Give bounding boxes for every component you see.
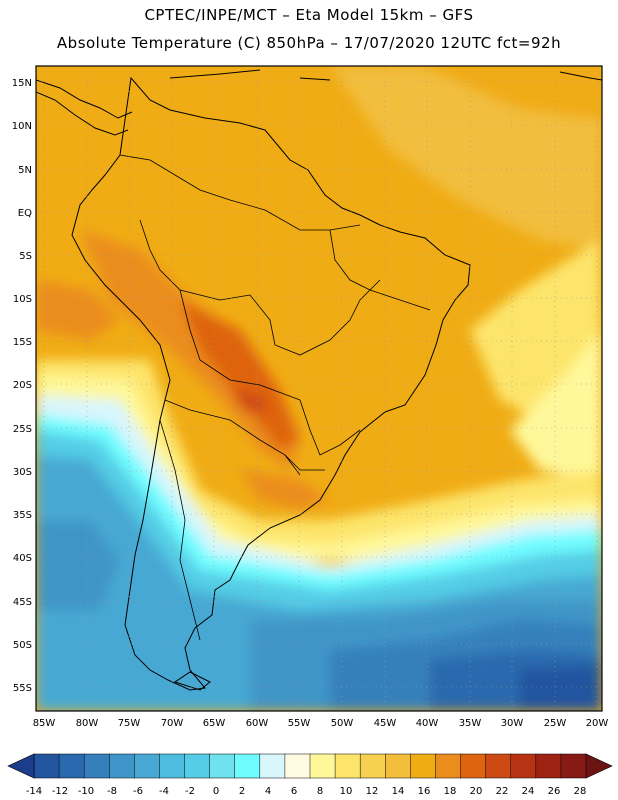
colorbar-swatch <box>184 753 211 779</box>
colorbar-label: -2 <box>185 786 195 797</box>
lat-label: 5S <box>19 251 32 262</box>
lat-label: 40S <box>13 553 32 564</box>
colorbar-label: 12 <box>366 786 379 797</box>
lon-label: 40W <box>416 718 439 729</box>
caribbean-islands <box>169 69 602 81</box>
lon-label: 20W <box>586 718 609 729</box>
lat-label: 45S <box>13 597 32 608</box>
lat-label: 15S <box>13 337 32 348</box>
colorbar-label: 4 <box>265 786 271 797</box>
colorbar-label: 28 <box>574 786 587 797</box>
colorbar-label: -10 <box>78 786 94 797</box>
colorbar-right-arrow <box>585 753 613 779</box>
lat-label: 35S <box>13 510 32 521</box>
colorbar-label: 6 <box>291 786 297 797</box>
lat-label: 20S <box>13 380 32 391</box>
colorbar-swatch <box>309 753 336 779</box>
colorbar-swatch <box>485 753 512 779</box>
colorbar-label: -6 <box>133 786 143 797</box>
central-america-coastline <box>36 79 133 136</box>
coastlines <box>36 69 602 691</box>
longitude-labels: 85W 80W 75W 70W 65W 60W 55W 50W 45W 40W … <box>33 718 609 729</box>
colorbar: -14 -12 -10 -8 -6 -4 -2 0 2 4 6 8 10 12 … <box>7 753 613 797</box>
colorbar-label: 18 <box>444 786 457 797</box>
colorbar-swatch <box>385 753 412 779</box>
temperature-field <box>36 66 602 711</box>
lat-label: 10N <box>12 121 32 132</box>
colorbar-label: 26 <box>548 786 561 797</box>
colorbar-label: 22 <box>496 786 509 797</box>
country-borders <box>119 154 431 641</box>
colorbar-label: -8 <box>107 786 117 797</box>
lon-label: 55W <box>288 718 311 729</box>
lon-label: 65W <box>203 718 226 729</box>
colorbar-swatch <box>234 753 261 779</box>
lon-label: 80W <box>76 718 99 729</box>
colorbar-label: -12 <box>52 786 68 797</box>
lon-label: 35W <box>459 718 482 729</box>
map-frame <box>35 65 603 712</box>
colorbar-swatch <box>284 753 311 779</box>
chart-title-line-2: Absolute Temperature (C) 850hPa – 17/07/… <box>56 34 562 52</box>
colorbar-swatch <box>159 753 186 779</box>
colorbar-label: 14 <box>392 786 405 797</box>
colorbar-swatch <box>209 753 236 779</box>
colorbar-label: -14 <box>26 786 42 797</box>
lon-label: 70W <box>161 718 184 729</box>
colorbar-swatch <box>33 753 60 779</box>
lat-label: 50S <box>13 640 32 651</box>
colorbar-swatch <box>560 753 587 779</box>
colorbar-swatch <box>134 753 161 779</box>
lat-label: 5N <box>18 165 32 176</box>
colorbar-swatch <box>109 753 136 779</box>
colorbar-swatch <box>259 753 286 779</box>
lat-label: 15N <box>12 78 32 89</box>
colorbar-label: -4 <box>159 786 169 797</box>
lat-label: 55S <box>13 683 32 694</box>
colorbar-label: 2 <box>239 786 245 797</box>
south-america-coastline <box>71 76 471 691</box>
tierra-del-fuego <box>173 671 211 691</box>
colorbar-labels: -14 -12 -10 -8 -6 -4 -2 0 2 4 6 8 10 12 … <box>26 786 587 797</box>
lon-label: 75W <box>118 718 141 729</box>
colorbar-label: 0 <box>213 786 219 797</box>
lat-label: 10S <box>13 294 32 305</box>
lon-label: 45W <box>374 718 397 729</box>
colorbar-swatch <box>334 753 361 779</box>
colorbar-swatch <box>83 753 110 779</box>
lon-label: 50W <box>331 718 354 729</box>
colorbar-label: 24 <box>522 786 535 797</box>
colorbar-swatch <box>460 753 487 779</box>
lat-label: 30S <box>13 467 32 478</box>
colorbar-swatch <box>510 753 537 779</box>
colorbar-swatch <box>435 753 462 779</box>
lon-label: 30W <box>501 718 524 729</box>
lon-label: 25W <box>544 718 567 729</box>
latitude-labels: 15N 10N 5N EQ 5S 10S 15S 20S 25S 30S 35S… <box>12 78 32 694</box>
colorbar-label: 10 <box>340 786 353 797</box>
colorbar-left-arrow <box>7 753 35 779</box>
colorbar-swatch <box>359 753 386 779</box>
colorbar-swatches <box>33 753 587 779</box>
lat-label: 25S <box>13 424 32 435</box>
colorbar-label: 8 <box>317 786 323 797</box>
chart-title-line-1: CPTEC/INPE/MCT – Eta Model 15km – GFS <box>144 6 474 24</box>
lon-label: 85W <box>33 718 56 729</box>
lon-label: 60W <box>246 718 269 729</box>
colorbar-swatch <box>58 753 85 779</box>
colorbar-swatch <box>535 753 562 779</box>
lat-label: EQ <box>18 208 32 219</box>
colorbar-label: 16 <box>418 786 431 797</box>
colorbar-swatch <box>410 753 437 779</box>
colorbar-label: 20 <box>470 786 483 797</box>
